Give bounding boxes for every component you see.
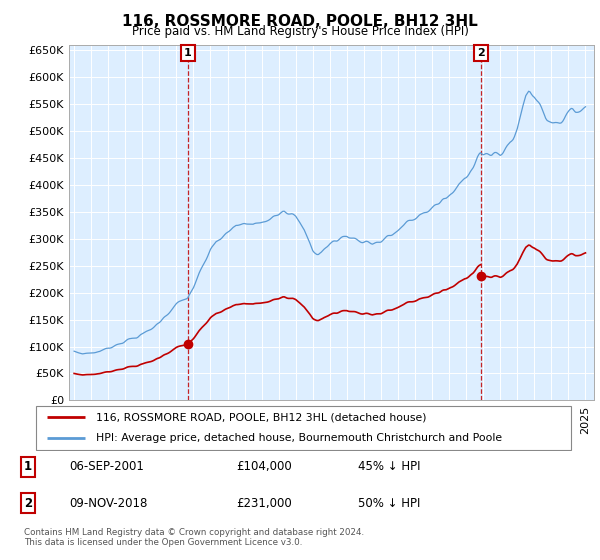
Text: 2: 2 [24,497,32,510]
Text: 06-SEP-2001: 06-SEP-2001 [70,460,145,473]
FancyBboxPatch shape [35,406,571,450]
Text: 1: 1 [184,48,191,58]
Text: HPI: Average price, detached house, Bournemouth Christchurch and Poole: HPI: Average price, detached house, Bour… [96,433,502,444]
Text: 1: 1 [24,460,32,473]
Text: £104,000: £104,000 [236,460,292,473]
Text: 45% ↓ HPI: 45% ↓ HPI [358,460,420,473]
Text: 2: 2 [477,48,485,58]
Text: 09-NOV-2018: 09-NOV-2018 [70,497,148,510]
Text: £231,000: £231,000 [236,497,292,510]
Text: 116, ROSSMORE ROAD, POOLE, BH12 3HL (detached house): 116, ROSSMORE ROAD, POOLE, BH12 3HL (det… [96,412,427,422]
Text: Contains HM Land Registry data © Crown copyright and database right 2024.
This d: Contains HM Land Registry data © Crown c… [24,528,364,547]
Text: 50% ↓ HPI: 50% ↓ HPI [358,497,420,510]
Text: 116, ROSSMORE ROAD, POOLE, BH12 3HL: 116, ROSSMORE ROAD, POOLE, BH12 3HL [122,14,478,29]
Text: Price paid vs. HM Land Registry's House Price Index (HPI): Price paid vs. HM Land Registry's House … [131,25,469,38]
